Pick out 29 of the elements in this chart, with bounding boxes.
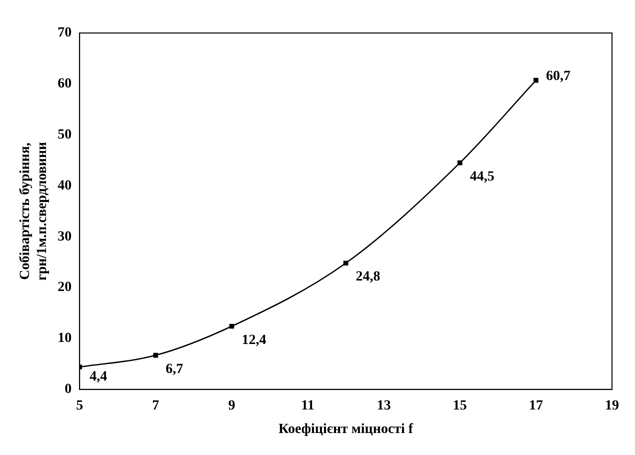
y-tick-label: 10 (58, 331, 72, 346)
y-tick-label: 40 (58, 178, 72, 194)
y-tick-label: 30 (58, 229, 72, 244)
x-tick-label: 19 (605, 398, 619, 414)
data-label: 44,5 (470, 169, 494, 184)
point (457, 160, 462, 166)
y-axis-title: Собівартість буріння, грн/1м.п.свердловини (18, 142, 50, 281)
y-tick-label: 70 (58, 26, 72, 41)
data-label: 6,7 (166, 362, 184, 377)
data-label: 12,4 (242, 332, 266, 348)
data-label: 60,7 (546, 68, 570, 84)
y-tick-label: 60 (58, 76, 72, 92)
point (343, 260, 348, 266)
y-tick-label: 50 (58, 127, 72, 142)
x-tick-label: 7 (152, 398, 160, 414)
x-tick-label: 13 (376, 398, 391, 414)
data-label: 4,4 (90, 370, 108, 385)
point (534, 78, 538, 83)
point (153, 352, 158, 358)
x-tick-label: 9 (228, 398, 236, 414)
point (229, 324, 234, 329)
x-tick-label: 17 (528, 398, 543, 414)
y-tick-label: 20 (58, 280, 72, 296)
x-axis-title: Коефіцієнт міцності f (278, 422, 414, 438)
data-label: 24,8 (356, 270, 380, 285)
x-tick-label: 15 (452, 398, 467, 414)
y-tick-label: 0 (64, 382, 72, 398)
x-tick-label: 11 (301, 398, 314, 414)
x-tick-label: 5 (76, 398, 84, 414)
